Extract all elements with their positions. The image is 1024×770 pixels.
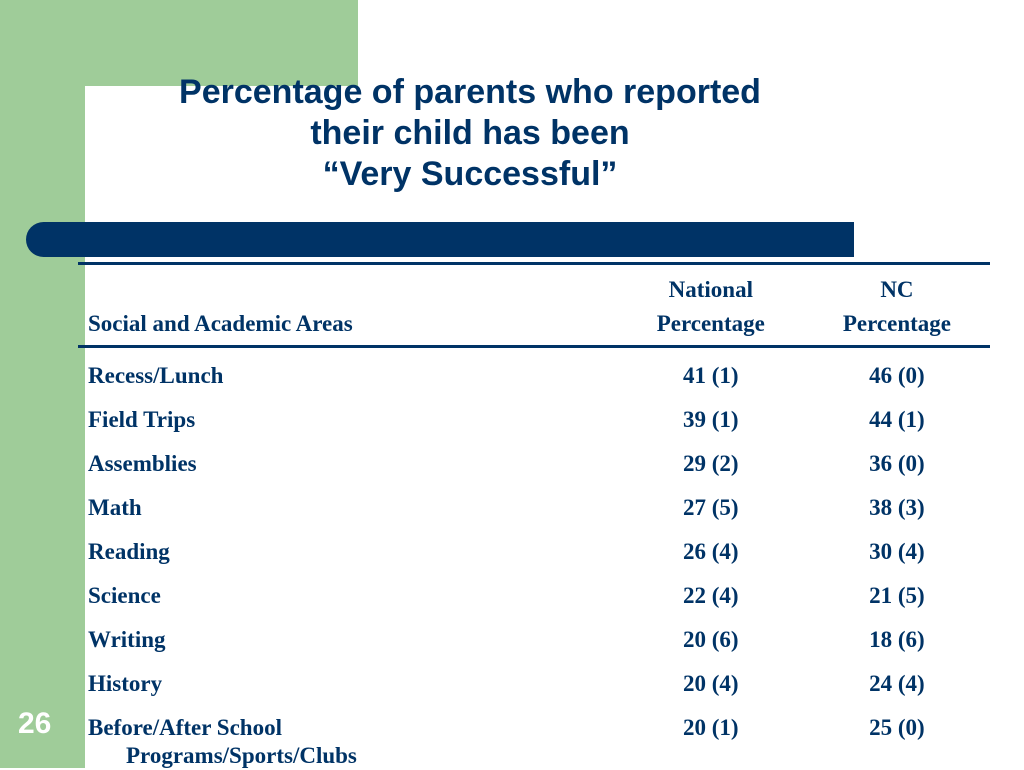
row-area: Recess/Lunch xyxy=(88,363,224,388)
results-table-container: Social and Academic Areas National Perce… xyxy=(78,262,990,770)
row-area: Field Trips xyxy=(88,407,196,432)
title-line-1: Percentage of parents who reported xyxy=(179,73,761,111)
row-area: Reading xyxy=(88,539,170,564)
row-area: Science xyxy=(88,583,161,608)
table-row: Science 22 (4) 21 (5) xyxy=(78,574,990,618)
row-nc: 36 (0) xyxy=(869,451,925,476)
row-national: 39 (1) xyxy=(683,407,739,432)
table-row: Reading 26 (4) 30 (4) xyxy=(78,530,990,574)
row-national: 29 (2) xyxy=(683,451,739,476)
header-national-line2: Percentage xyxy=(656,311,765,336)
row-national: 22 (4) xyxy=(683,583,739,608)
row-national: 41 (1) xyxy=(683,363,739,388)
left-green-band xyxy=(0,0,85,768)
slide-title: Percentage of parents who reported their… xyxy=(110,72,830,195)
row-nc: 30 (4) xyxy=(869,539,925,564)
results-table: Social and Academic Areas National Perce… xyxy=(78,262,990,770)
header-national-line1: National xyxy=(668,277,753,302)
table-row: Assemblies 29 (2) 36 (0) xyxy=(78,442,990,486)
row-area: History xyxy=(88,671,163,696)
header-nc-line1: NC xyxy=(880,277,914,302)
row-area-line2: Programs/Sports/Clubs xyxy=(126,743,357,768)
row-nc: 38 (3) xyxy=(869,495,925,520)
row-nc: 18 (6) xyxy=(869,627,925,652)
slide-number: 26 xyxy=(18,707,52,740)
row-national: 20 (6) xyxy=(683,627,739,652)
row-nc: 46 (0) xyxy=(869,363,925,388)
row-nc: 21 (5) xyxy=(869,583,925,608)
table-row: Field Trips 39 (1) 44 (1) xyxy=(78,398,990,442)
title-underline-bar xyxy=(26,222,854,257)
row-national: 27 (5) xyxy=(683,495,739,520)
row-national: 20 (1) xyxy=(683,715,739,740)
row-area-line1: Before/After School xyxy=(88,715,282,740)
row-national: 26 (4) xyxy=(683,539,739,564)
header-nc-line2: Percentage xyxy=(842,311,951,336)
row-area: Math xyxy=(88,495,142,520)
header-nc: NC Percentage xyxy=(804,264,990,347)
title-line-2: their child has been xyxy=(310,114,630,152)
table-header-row: Social and Academic Areas National Perce… xyxy=(78,263,990,347)
row-area: Assemblies xyxy=(88,451,197,476)
row-nc: 25 (0) xyxy=(869,715,925,740)
table-row: Writing 20 (6) 18 (6) xyxy=(78,618,990,662)
header-areas: Social and Academic Areas xyxy=(88,311,353,336)
table-row: Recess/Lunch 41 (1) 46 (0) xyxy=(78,347,990,399)
table-row: History 20 (4) 24 (4) xyxy=(78,662,990,706)
row-nc: 44 (1) xyxy=(869,407,925,432)
row-area: Before/After School Programs/Sports/Club… xyxy=(78,706,618,770)
row-area: Writing xyxy=(88,627,166,652)
row-national: 20 (4) xyxy=(683,671,739,696)
header-national: National Percentage xyxy=(618,264,804,347)
table-row: Math 27 (5) 38 (3) xyxy=(78,486,990,530)
top-green-block xyxy=(0,0,358,86)
table-row: Before/After School Programs/Sports/Club… xyxy=(78,706,990,770)
row-nc: 24 (4) xyxy=(869,671,925,696)
title-line-3: “Very Successful” xyxy=(322,155,618,193)
